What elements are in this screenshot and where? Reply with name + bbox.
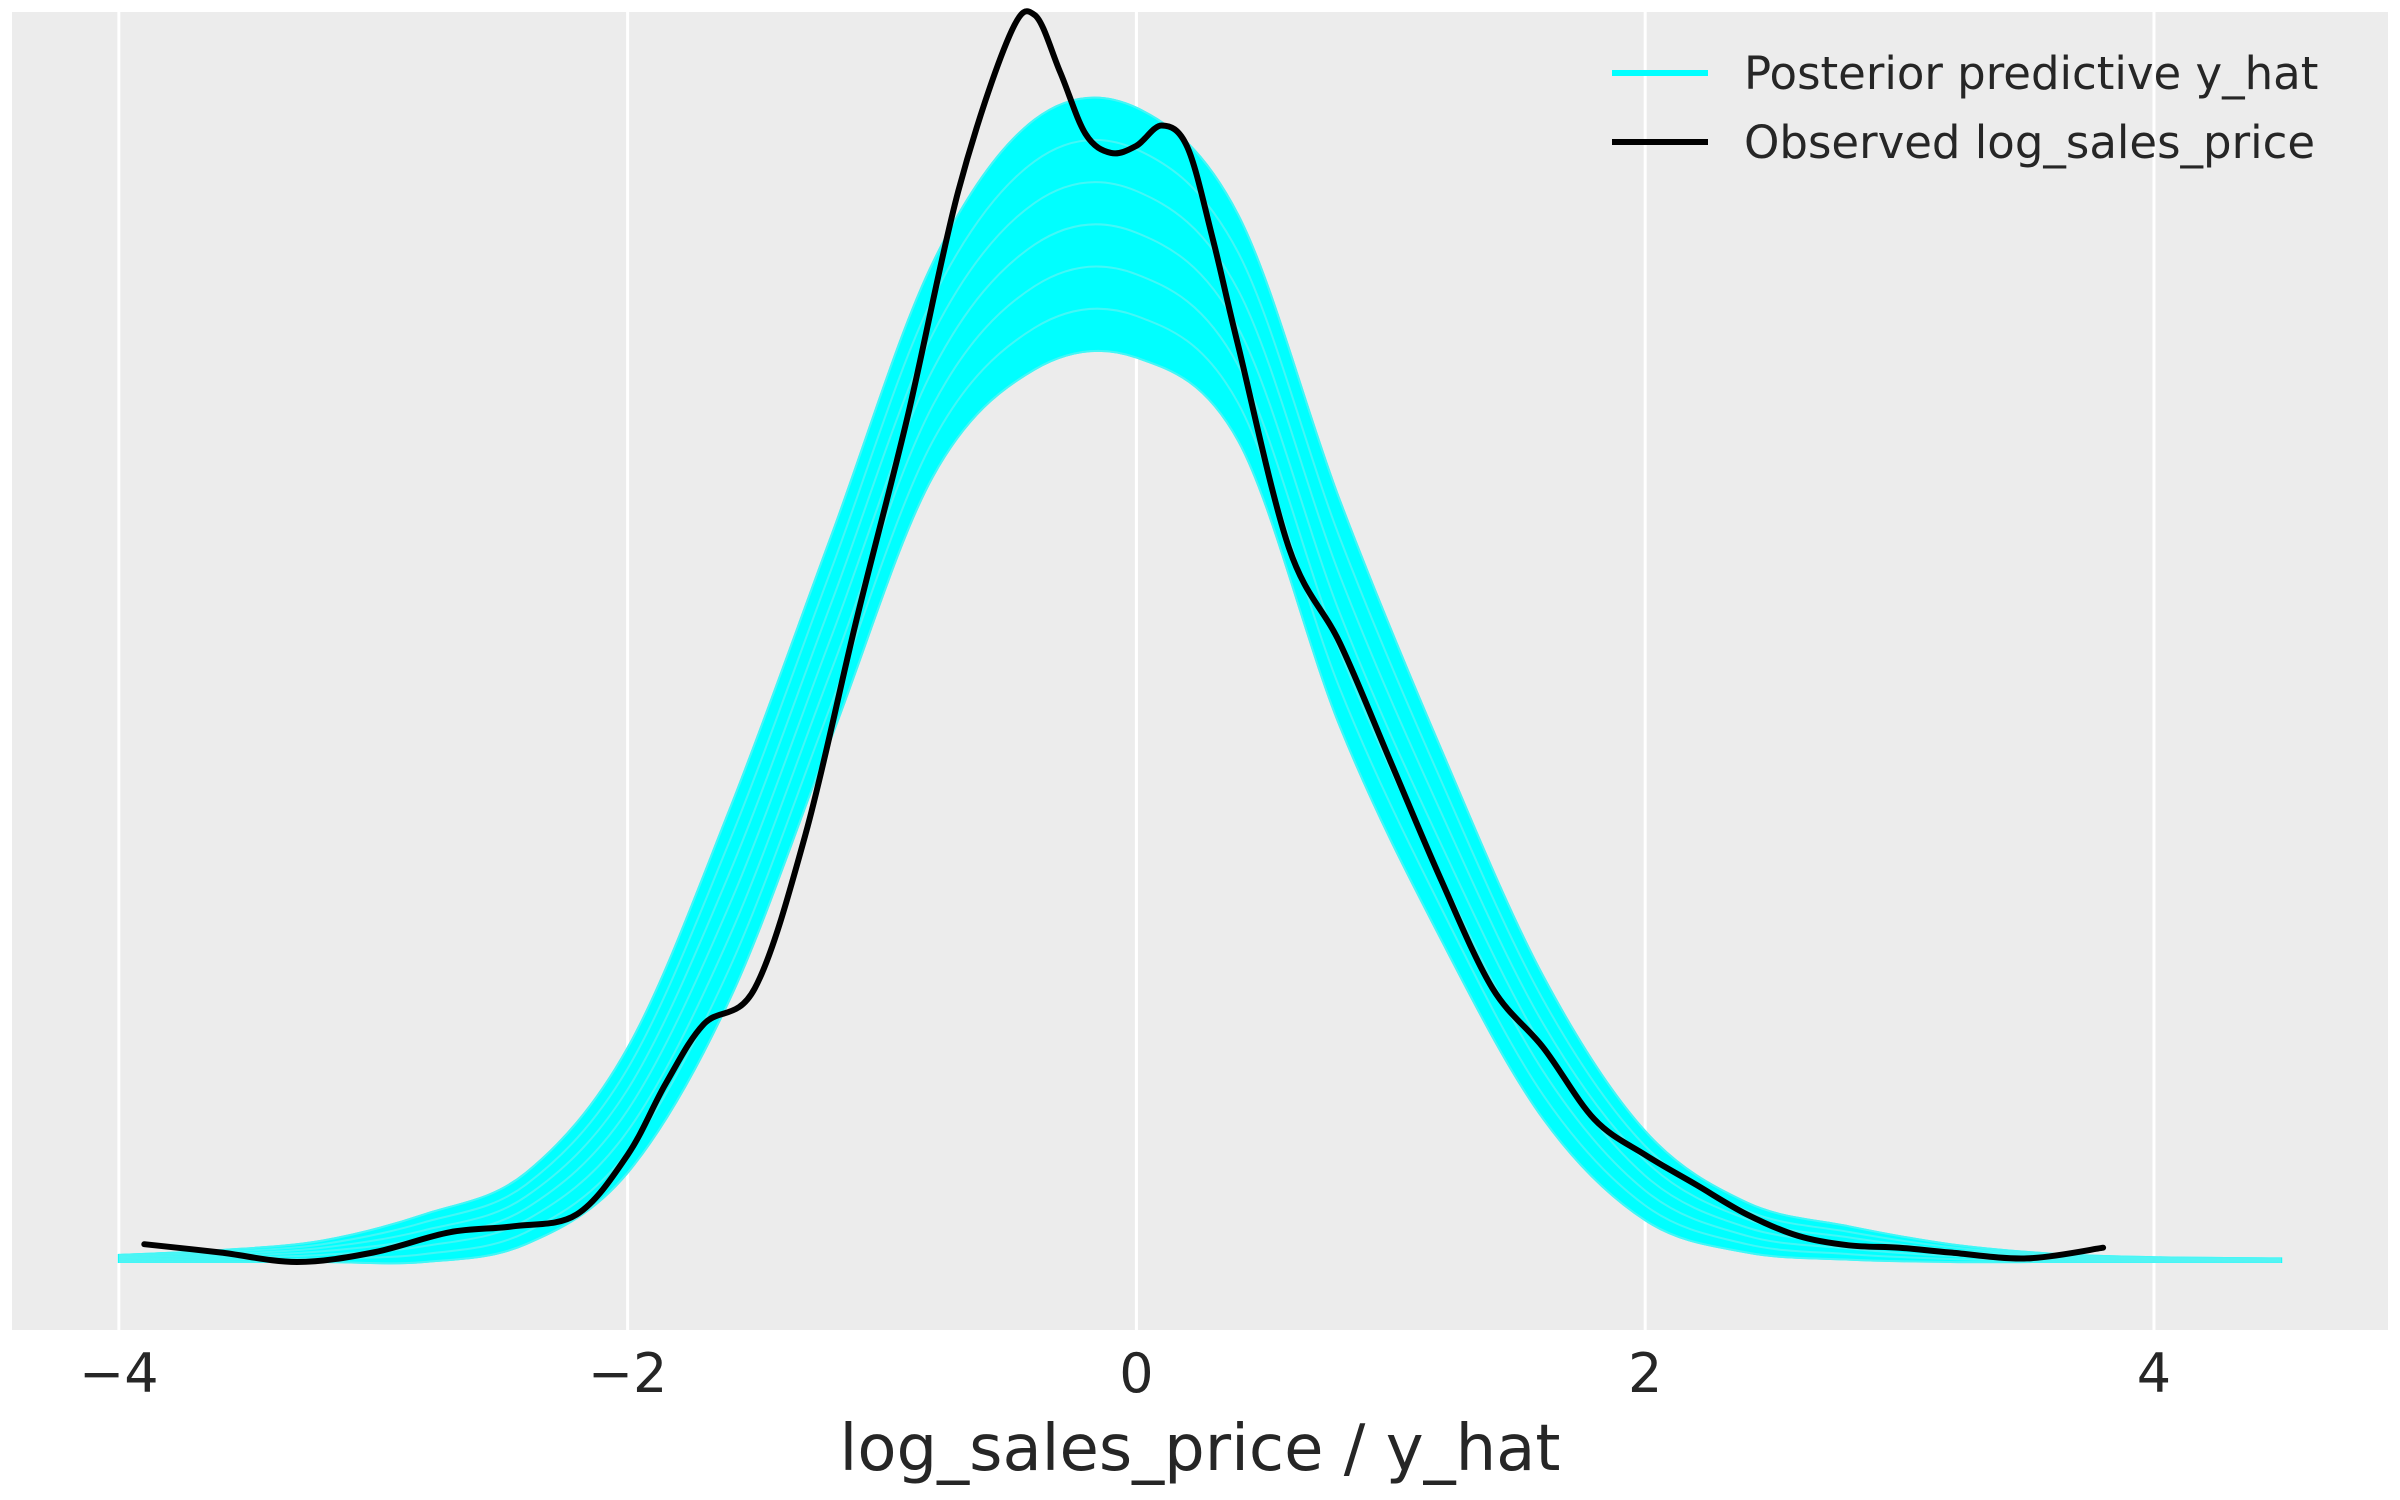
x-tick-label: −2 [588, 1342, 668, 1405]
observed-layer [141, 8, 2107, 1265]
posterior-band [117, 96, 2283, 1265]
posterior-draw-line [118, 265, 2282, 1262]
observed-kde-line [141, 8, 2107, 1265]
posterior-draw-line [118, 307, 2282, 1263]
posterior-draw-line [118, 349, 2282, 1265]
posterior-draw-line [118, 181, 2282, 1261]
x-axis-title: log_sales_price / y_hat [840, 1412, 1561, 1486]
x-tick-labels: −4 −2 0 2 4 [79, 1342, 2171, 1405]
x-tick-label: −4 [79, 1342, 159, 1405]
x-tick-label: 4 [2137, 1342, 2171, 1405]
legend-label-observed: Observed log_sales_price [1744, 116, 2315, 169]
legend: Posterior predictive y_hat Observed log_… [1612, 47, 2318, 169]
x-tick-label: 0 [1119, 1342, 1153, 1405]
x-tick-label: 2 [1628, 1342, 1662, 1405]
posterior-draw-line [118, 138, 2282, 1260]
legend-label-posterior: Posterior predictive y_hat [1744, 47, 2318, 100]
